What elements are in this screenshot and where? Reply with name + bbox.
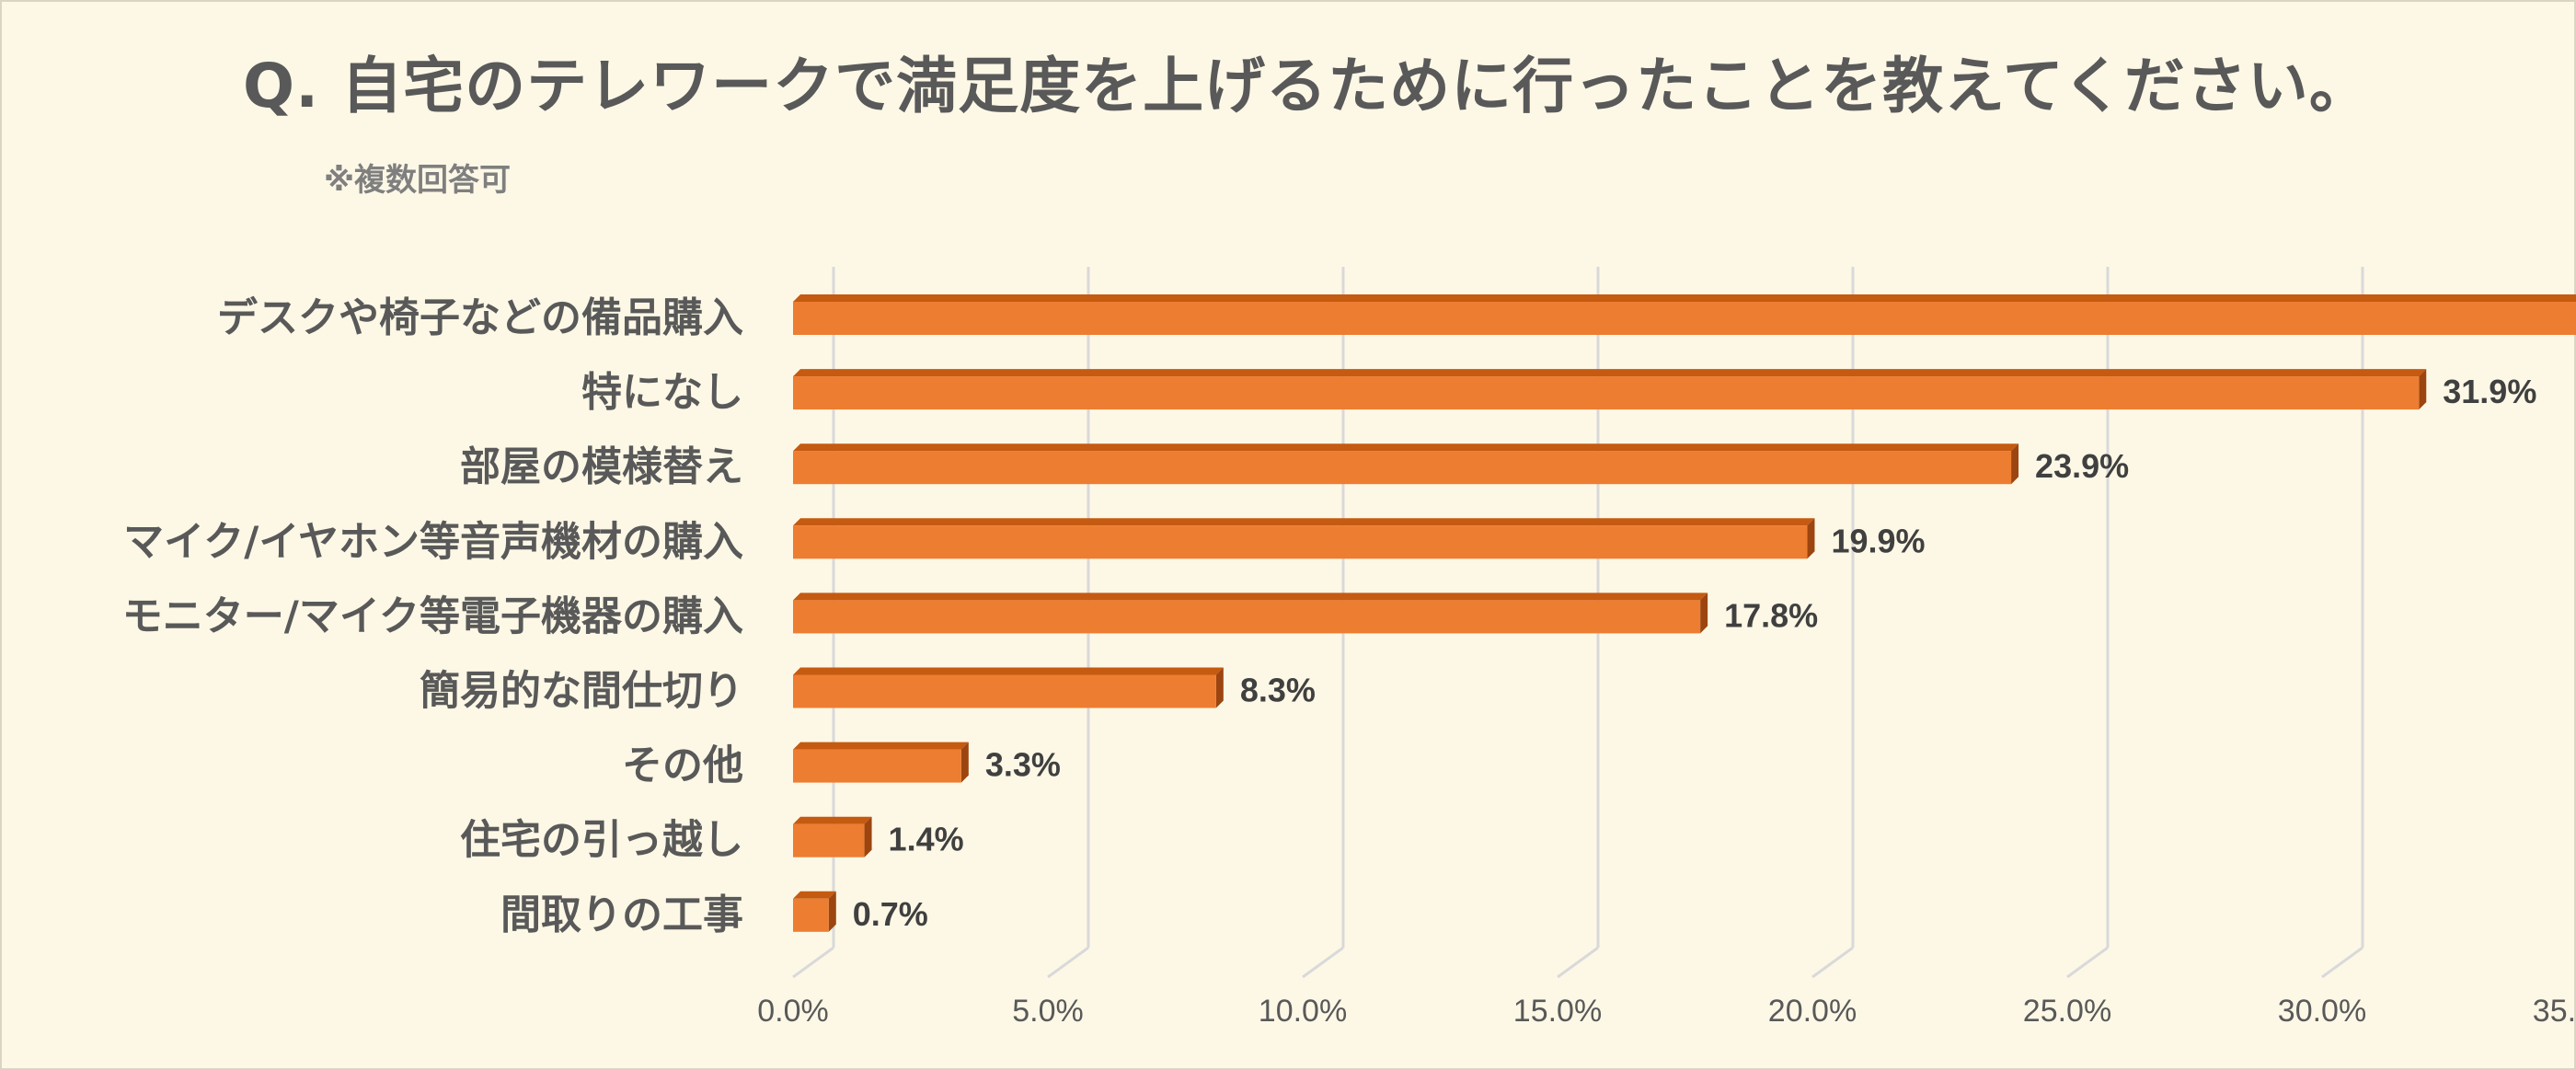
x-tick-label: 35.0% [2533, 994, 2576, 1029]
bar-top-face [793, 518, 1815, 526]
x-tick-label: 15.0% [1513, 994, 1602, 1029]
bar-side-face [828, 891, 836, 932]
gridline-floor [1557, 946, 1599, 979]
bar-top-face [793, 891, 836, 899]
bar [793, 593, 1708, 634]
category-label: デスクや椅子などの備品購入 [217, 294, 743, 341]
data-label: 0.7% [853, 895, 928, 933]
bar-top-face [793, 593, 1708, 601]
data-label: 23.9% [2035, 447, 2129, 485]
labels: 0.0%5.0%10.0%15.0%20.0%25.0%30.0%35.0%40… [122, 294, 2576, 1029]
data-label: 8.3% [1240, 672, 1316, 709]
data-label: 1.4% [889, 821, 964, 858]
bar-front-face [793, 376, 2420, 410]
data-label: 17.8% [1724, 596, 1818, 634]
bar-front-face [793, 302, 2576, 335]
gridline-floor [2066, 946, 2109, 979]
bar-top-face [793, 369, 2427, 377]
bar-side-face [1700, 593, 1708, 634]
bar-top-face [793, 294, 2576, 302]
x-tick-label: 10.0% [1259, 994, 1347, 1029]
chart-note: ※複数回答可 [324, 162, 512, 199]
category-label: 住宅の引っ越し [460, 817, 743, 864]
x-tick-label: 0.0% [757, 994, 829, 1029]
bar-side-face [2419, 369, 2427, 410]
bar-top-face [793, 816, 872, 824]
bar-front-face [793, 674, 1216, 708]
category-label: 特になし [581, 369, 743, 416]
category-label: モニター/マイク等電子機器の購入 [122, 593, 743, 639]
data-label: 19.9% [1831, 522, 1925, 559]
x-tick-label: 25.0% [2023, 994, 2111, 1029]
bar-front-face [793, 451, 2012, 485]
x-tick-label: 30.0% [2278, 994, 2366, 1029]
bar [793, 667, 1224, 708]
bar-side-face [1215, 667, 1224, 708]
bar-front-face [793, 525, 1808, 559]
bar [793, 443, 2019, 485]
gridline-floor [1811, 946, 1854, 979]
bar-front-face [793, 600, 1701, 634]
category-label: 部屋の模様替え [460, 443, 743, 490]
gridline-floor [1047, 946, 1089, 979]
category-label: 簡易的な間仕切り [420, 668, 743, 715]
bar-front-face [793, 823, 865, 857]
bar [793, 518, 1815, 559]
category-label: 間取りの工事 [500, 892, 743, 938]
bar-front-face [793, 749, 961, 783]
data-label: 31.9% [2443, 373, 2536, 410]
bar-top-face [793, 742, 969, 750]
bar-top-face [793, 443, 2019, 452]
bar [793, 294, 2576, 335]
category-label: マイク/イヤホン等音声機材の購入 [123, 518, 743, 565]
gridline-floor [1302, 946, 1344, 979]
bar-side-face [960, 742, 969, 783]
gridline-floor [792, 946, 834, 979]
bar-front-face [793, 898, 829, 932]
gridline-floor [2321, 946, 2363, 979]
chart-title: Q. 自宅のテレワークで満足度を上げるために行ったことを教えてください。 [243, 51, 2371, 121]
bar-top-face [793, 667, 1224, 675]
bar-side-face [864, 816, 872, 857]
bars [793, 294, 2576, 932]
x-tick-label: 20.0% [1768, 994, 1857, 1029]
x-tick-label: 5.0% [1012, 994, 1084, 1029]
bar-side-face [1807, 518, 1815, 559]
data-label: 3.3% [985, 746, 1061, 784]
bar [793, 742, 969, 783]
bar-side-face [2011, 443, 2019, 485]
bar [793, 891, 836, 932]
category-label: その他 [622, 742, 743, 789]
bar [793, 816, 872, 857]
bar [793, 369, 2427, 410]
